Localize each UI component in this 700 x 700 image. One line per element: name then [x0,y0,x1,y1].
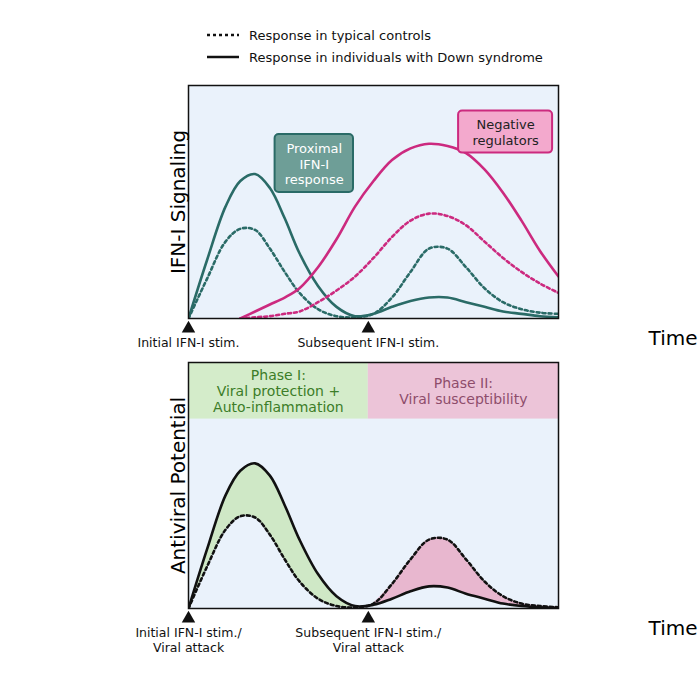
svg-text:Phase II:Viral susceptibility: Phase II:Viral susceptibility [399,375,527,407]
svg-text:ProximalIFN-Iresponse: ProximalIFN-Iresponse [285,141,344,187]
html-text:Response in individuals with D: Response in individuals with Down syndro… [249,49,543,65]
svg-text:IFN-I Signaling: IFN-I Signaling [166,130,190,274]
svg-text:Time: Time [648,326,698,350]
svg-text:Initial IFN-I stim.: Initial IFN-I stim. [138,335,240,350]
svg-text:Subsequent IFN-I stim.: Subsequent IFN-I stim. [297,335,439,350]
svg-text:Subsequent IFN-I stim./Viral a: Subsequent IFN-I stim./Viral attack [295,625,442,655]
svg-text:Negativeregulators: Negativeregulators [472,117,539,148]
svg-text:Antiviral Potential: Antiviral Potential [166,397,190,574]
html-text:Response in typical controls: Response in typical controls [249,27,431,43]
svg-text:Phase I:Viral protection +Auto: Phase I:Viral protection +Auto-inflammat… [213,367,344,415]
svg-text:Initial IFN-I stim./Viral atta: Initial IFN-I stim./Viral attack [135,625,242,655]
svg-text:Time: Time [648,616,698,640]
